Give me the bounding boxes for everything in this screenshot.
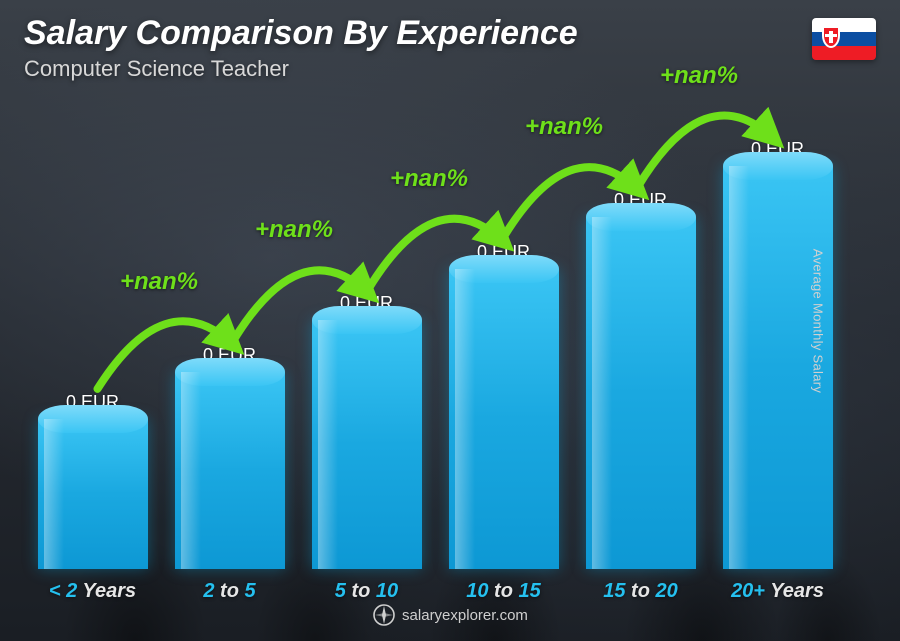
growth-label: +nan% bbox=[390, 165, 468, 193]
footer-text: salaryexplorer.com bbox=[402, 607, 528, 624]
logo: salaryexplorer.com bbox=[372, 603, 528, 627]
growth-label: +nan% bbox=[660, 62, 738, 90]
footer-attribution: salaryexplorer.com bbox=[0, 603, 900, 631]
bar bbox=[449, 269, 559, 569]
bar-category-label: 20+ Years bbox=[731, 580, 824, 603]
country-flag-slovakia bbox=[812, 18, 876, 60]
flag-stripe-red bbox=[812, 46, 876, 60]
bar-category-label: 15 to 20 bbox=[603, 580, 678, 603]
bar bbox=[175, 372, 285, 569]
chart-subtitle: Computer Science Teacher bbox=[24, 56, 289, 82]
bar-category-label: 5 to 10 bbox=[335, 580, 398, 603]
bar-category-label: < 2 Years bbox=[49, 580, 136, 603]
growth-label: +nan% bbox=[255, 216, 333, 244]
bar-group: 0 EUR< 2 Years bbox=[30, 100, 155, 569]
bar-category-label: 10 to 15 bbox=[466, 580, 541, 603]
growth-label: +nan% bbox=[525, 113, 603, 141]
chart-title: Salary Comparison By Experience bbox=[24, 14, 578, 53]
bar bbox=[312, 320, 422, 569]
bar-category-label: 2 to 5 bbox=[203, 580, 255, 603]
y-axis-label: Average Monthly Salary bbox=[810, 248, 825, 392]
bar bbox=[586, 217, 696, 569]
bar-chart: 0 EUR< 2 Years0 EUR2 to 50 EUR5 to 100 E… bbox=[30, 100, 840, 569]
bar-group: 0 EUR2 to 5 bbox=[167, 100, 292, 569]
bar-group: 0 EUR15 to 20 bbox=[578, 100, 703, 569]
compass-icon bbox=[372, 603, 396, 627]
bar bbox=[38, 419, 148, 569]
growth-label: +nan% bbox=[120, 268, 198, 296]
